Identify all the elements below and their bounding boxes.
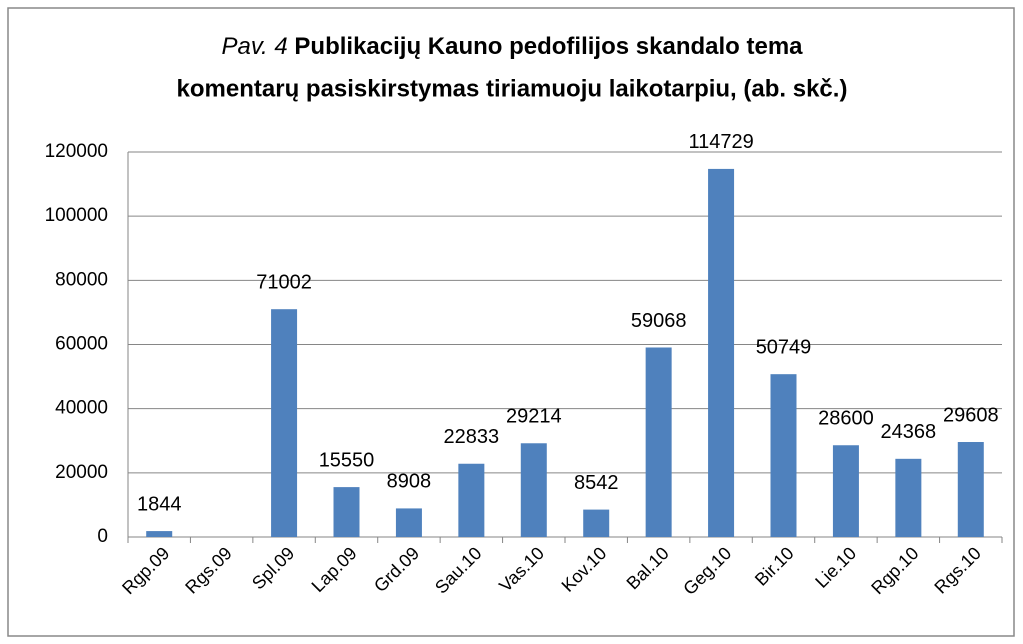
bar xyxy=(520,443,547,537)
chart-title: Pav. 4 Publikacijų Kauno pedofilijos ska… xyxy=(221,33,803,60)
y-tick-label: 80000 xyxy=(55,269,108,290)
y-tick-label: 120000 xyxy=(45,141,108,162)
data-label: 8542 xyxy=(574,472,619,494)
title-line: Publikacijų Kauno pedofilijos skandalo t… xyxy=(288,33,803,60)
bar xyxy=(708,168,735,537)
bar xyxy=(770,374,797,537)
y-tick-label: 20000 xyxy=(55,462,108,483)
data-label: 15550 xyxy=(319,449,375,471)
data-label: 29214 xyxy=(506,406,562,428)
y-tick-label: 40000 xyxy=(55,398,108,419)
data-label: 29608 xyxy=(943,404,999,426)
bar xyxy=(333,487,360,537)
bar xyxy=(957,442,984,537)
title-line: komentarų pasiskirstymas tiriamuoju laik… xyxy=(177,75,848,102)
y-tick-label: 0 xyxy=(97,526,108,547)
data-label: 28600 xyxy=(818,408,874,430)
data-label: 24368 xyxy=(881,421,937,443)
title-prefix: Pav. 4 xyxy=(221,33,287,60)
data-label: 71002 xyxy=(256,271,312,293)
bar xyxy=(271,309,298,537)
bar xyxy=(146,531,173,537)
bar xyxy=(645,347,672,537)
bar xyxy=(832,445,859,537)
data-label: 114729 xyxy=(688,131,753,153)
bar xyxy=(583,509,610,537)
data-label: 1844 xyxy=(137,493,182,515)
data-label: 59068 xyxy=(631,310,687,332)
bar xyxy=(458,463,485,537)
data-label: 22833 xyxy=(444,426,500,448)
data-label: 50749 xyxy=(756,336,812,358)
bar xyxy=(895,458,922,537)
y-tick-label: 60000 xyxy=(55,334,108,355)
data-label: 8908 xyxy=(387,471,432,493)
bar xyxy=(395,508,422,537)
y-tick-label: 100000 xyxy=(45,205,108,226)
